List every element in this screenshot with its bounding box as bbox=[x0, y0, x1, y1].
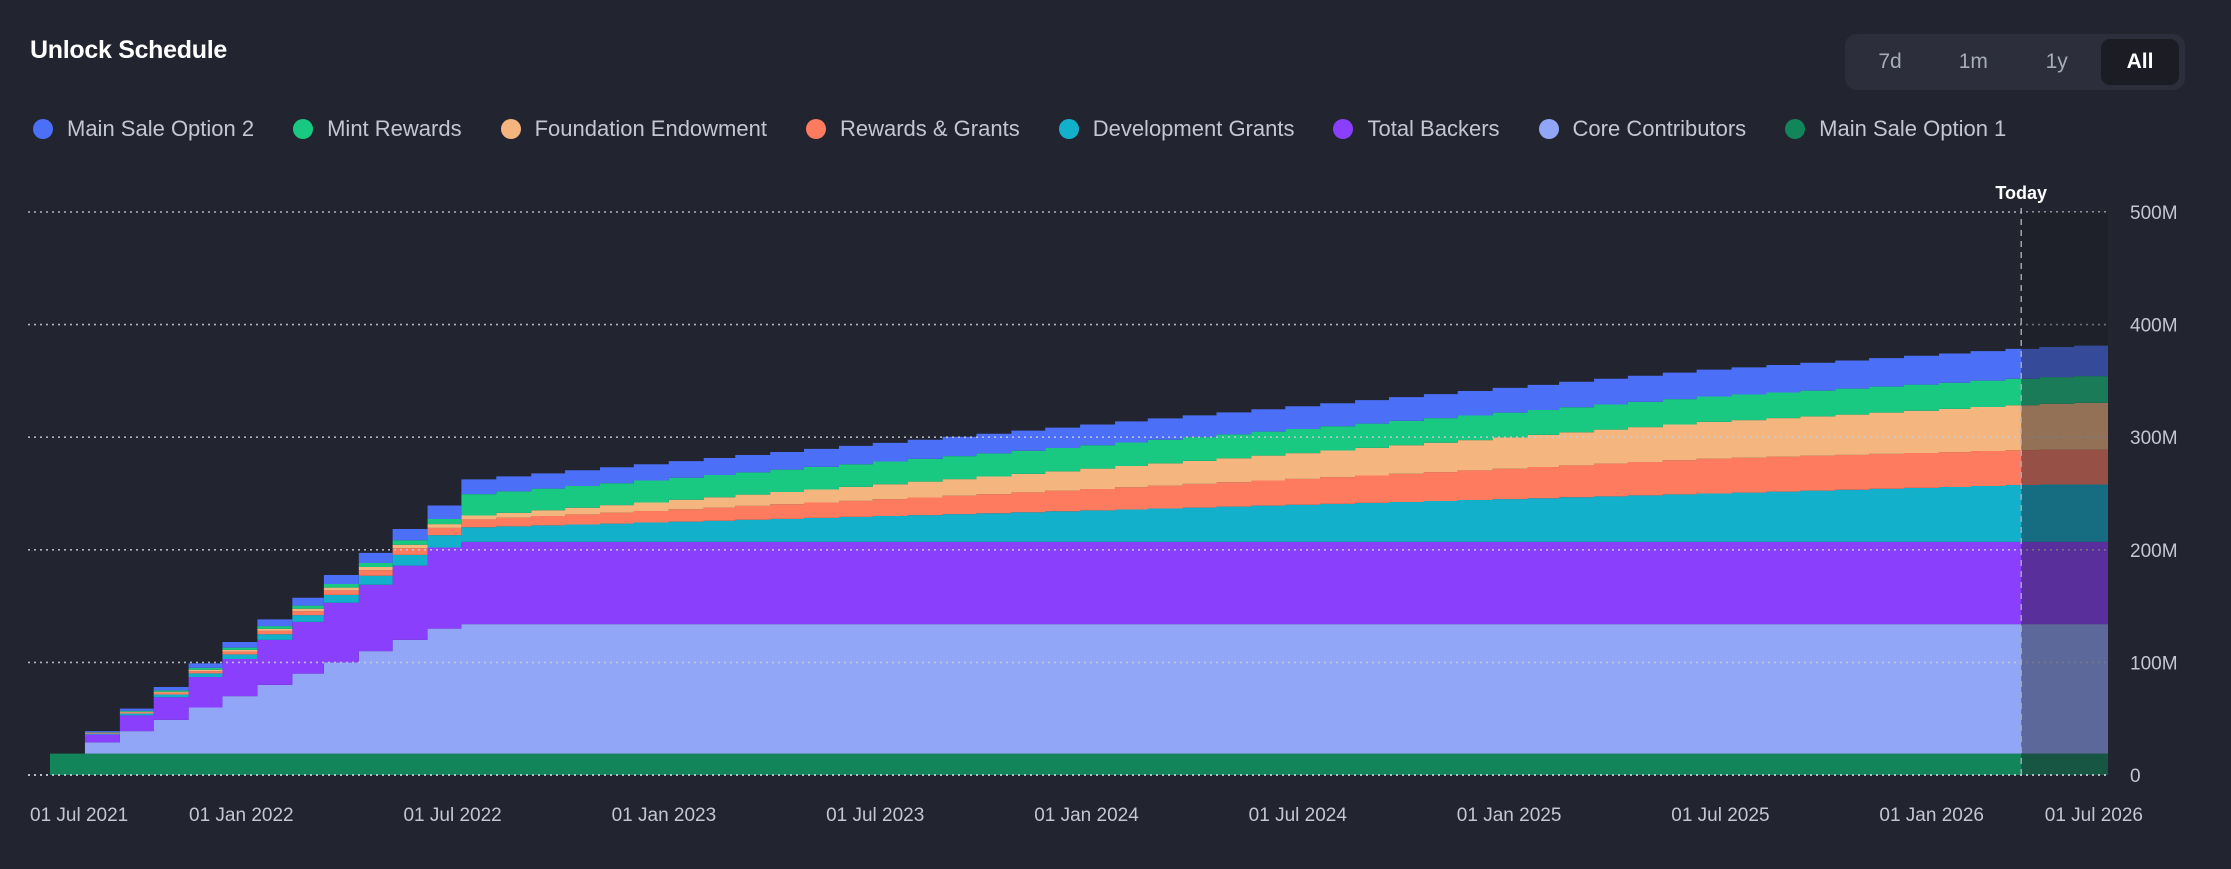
legend-item-development-grants[interactable]: Development Grants bbox=[1058, 116, 1295, 142]
y-tick-label: 100M bbox=[2130, 653, 2178, 674]
y-tick-label: 300M bbox=[2130, 428, 2178, 449]
legend-swatch bbox=[805, 119, 826, 139]
area-total-backers bbox=[50, 541, 2108, 754]
range-1m-button[interactable]: 1m bbox=[1958, 50, 1988, 73]
legend-label: Development Grants bbox=[1092, 116, 1295, 141]
x-tick-label: 01 Jul 2025 bbox=[1671, 805, 1769, 826]
today-label: Today bbox=[1995, 183, 2047, 203]
legend-swatch bbox=[1058, 119, 1079, 139]
area-foundation-endowment bbox=[50, 402, 2108, 754]
legend-label: Foundation Endowment bbox=[534, 116, 767, 141]
legend-swatch bbox=[500, 119, 521, 139]
area-development-grants bbox=[50, 484, 2108, 754]
x-tick-label: 01 Jan 2023 bbox=[612, 805, 717, 826]
legend-swatch bbox=[1538, 119, 1559, 139]
x-tick-label: 01 Jan 2026 bbox=[1879, 805, 1984, 826]
series-areas bbox=[50, 345, 2108, 775]
legend-item-main-sale-option-2[interactable]: Main Sale Option 2 bbox=[33, 116, 254, 142]
legend-label: Core Contributors bbox=[1572, 116, 1747, 141]
legend-item-total-backers[interactable]: Total Backers bbox=[1333, 116, 1500, 142]
x-tick-label: 01 Jul 2024 bbox=[1249, 805, 1348, 826]
x-tick-label: 01 Jul 2026 bbox=[2045, 805, 2143, 826]
y-tick-label: 400M bbox=[2130, 316, 2178, 337]
time-range-selector: 7d 1m 1y All bbox=[1845, 34, 2185, 90]
legend-label: Rewards & Grants bbox=[839, 116, 1020, 141]
x-tick-label: 01 Jul 2023 bbox=[826, 805, 924, 826]
x-tick-label: 01 Jan 2022 bbox=[189, 805, 294, 826]
area-main-sale-option-1 bbox=[50, 753, 2108, 775]
x-tick-label: 01 Jan 2025 bbox=[1457, 805, 1562, 826]
range-1y-button[interactable]: 1y bbox=[2045, 50, 2068, 73]
chart-legend: Main Sale Option 2 Mint Rewards Foundation… bbox=[33, 116, 2045, 142]
x-tick-label: 01 Jul 2021 bbox=[30, 805, 128, 826]
legend-item-foundation-endowment[interactable]: Foundation Endowment bbox=[500, 116, 767, 142]
legend-item-rewards-and-grants[interactable]: Rewards & Grants bbox=[805, 116, 1020, 142]
y-tick-label: 200M bbox=[2130, 541, 2178, 562]
range-7d-button[interactable]: 7d bbox=[1878, 50, 1902, 73]
legend-swatch bbox=[293, 119, 314, 139]
area-core-contributors bbox=[50, 624, 2108, 754]
legend-label: Mint Rewards bbox=[327, 116, 462, 141]
legend-label: Total Backers bbox=[1367, 116, 1500, 141]
range-all-button[interactable]: All bbox=[2100, 39, 2179, 85]
area-rewards-and-grants bbox=[50, 449, 2108, 754]
legend-swatch bbox=[1333, 119, 1354, 139]
legend-label: Main Sale Option 2 bbox=[67, 116, 255, 141]
y-tick-label: 500M bbox=[2130, 203, 2178, 224]
area-main-sale-option-2 bbox=[50, 345, 2108, 754]
legend-item-core-contributors[interactable]: Core Contributors bbox=[1538, 116, 1747, 142]
area-mint-rewards bbox=[50, 376, 2108, 754]
x-tick-label: 01 Jul 2022 bbox=[403, 805, 501, 826]
future-shade bbox=[2021, 212, 2108, 775]
page-title: Unlock Schedule bbox=[30, 36, 227, 64]
legend-item-mint-rewards[interactable]: Mint Rewards bbox=[293, 116, 462, 142]
legend-swatch bbox=[1785, 119, 1806, 139]
y-tick-label: 0 bbox=[2130, 766, 2141, 787]
legend-swatch bbox=[33, 119, 53, 139]
legend-label: Main Sale Option 1 bbox=[1819, 116, 2007, 141]
x-tick-label: 01 Jan 2024 bbox=[1034, 805, 1139, 826]
legend-item-main-sale-option-1[interactable]: Main Sale Option 1 bbox=[1785, 116, 2006, 142]
